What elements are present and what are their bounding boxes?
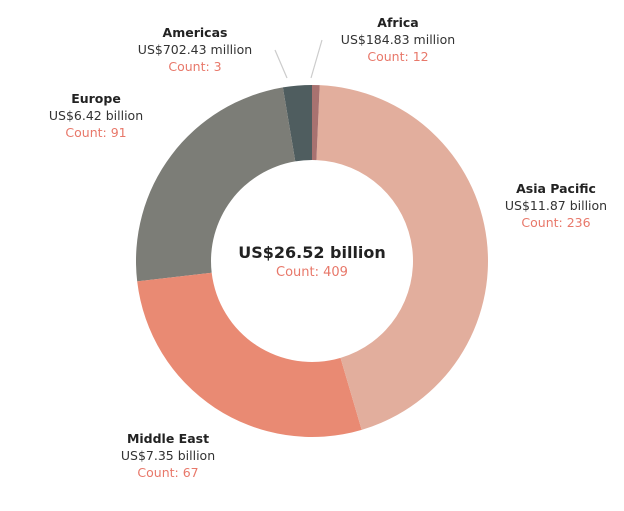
slice-asia-pacific[interactable] xyxy=(316,85,488,430)
label-name: Africa xyxy=(377,15,419,30)
center-total: US$26.52 billion Count: 409 xyxy=(238,242,386,282)
label-americas: Americas US$702.43 million Count: 3 xyxy=(138,24,252,75)
slice-europe[interactable] xyxy=(136,87,296,282)
total-count: Count: 409 xyxy=(276,265,348,280)
label-africa: Africa US$184.83 million Count: 12 xyxy=(341,14,455,65)
label-count: Count: 236 xyxy=(521,215,591,230)
label-value: US$11.87 billion xyxy=(504,198,608,213)
label-name: Middle East xyxy=(126,431,210,446)
label-asia-pacific: Asia Pacific US$11.87 billion Count: 236 xyxy=(505,180,607,231)
label-name: Asia Pacific xyxy=(516,181,596,196)
label-middle-east: Middle East US$7.35 billion Count: 67 xyxy=(121,430,215,481)
label-value: US$184.83 million xyxy=(340,32,456,47)
label-count: Count: 3 xyxy=(168,59,222,74)
slice-americas[interactable] xyxy=(282,85,312,162)
label-count: Count: 67 xyxy=(137,465,199,480)
africa-leader-line xyxy=(310,39,323,79)
label-europe: Europe US$6.42 billion Count: 91 xyxy=(49,90,143,141)
label-name: Americas xyxy=(162,25,228,40)
americas-leader-line xyxy=(274,49,288,79)
label-value: US$702.43 million xyxy=(137,42,253,57)
label-name: Europe xyxy=(71,91,121,106)
label-value: US$7.35 billion xyxy=(120,448,216,463)
label-count: Count: 91 xyxy=(65,125,127,140)
total-value: US$26.52 billion xyxy=(238,243,386,262)
label-value: US$6.42 billion xyxy=(48,108,144,123)
slice-africa[interactable] xyxy=(312,85,320,161)
slice-middle-east[interactable] xyxy=(137,272,362,437)
label-count: Count: 12 xyxy=(367,49,429,64)
